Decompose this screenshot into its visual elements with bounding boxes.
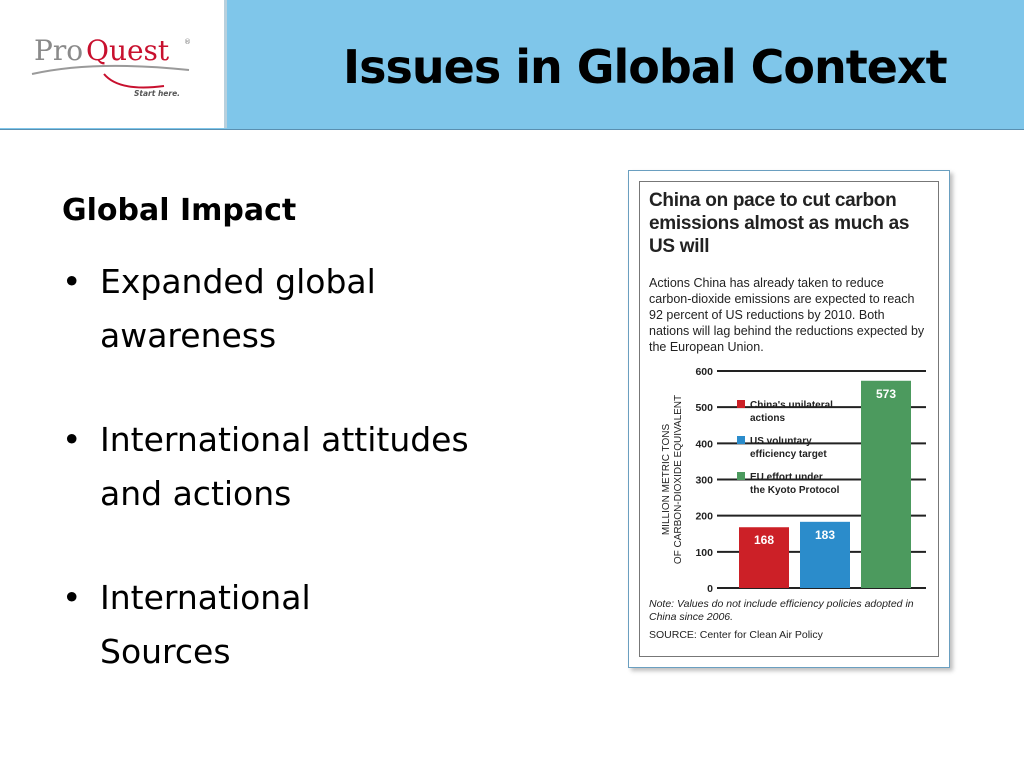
bullet-text: Expanded global awareness <box>100 262 376 355</box>
proquest-logo-mark: Pro Quest ® Start here. <box>31 34 191 98</box>
y-tick-label: 300 <box>695 475 713 487</box>
bullet-item: • International attitudes and actions <box>62 413 522 521</box>
chart-card-border <box>639 181 939 657</box>
legend-label: EU effort under <box>750 472 823 483</box>
chart-card: China on pace to cut carbon emissions al… <box>628 170 950 668</box>
chart-subtitle: Actions China has already taken to reduc… <box>649 276 925 354</box>
bullet-list: • Expanded global awareness • Internationa… <box>62 255 522 729</box>
legend-label: the Kyoto Protocol <box>750 485 840 496</box>
bar <box>800 521 850 588</box>
bullet-item: • Expanded global awareness <box>62 255 522 363</box>
chart-note: Note: Values do not include efficiency p… <box>649 598 914 623</box>
section-heading: Global Impact <box>62 193 297 228</box>
bar <box>739 527 789 588</box>
y-tick-label: 100 <box>695 547 713 559</box>
y-axis-label-line: OF CARBON-DIOXIDE EQUIVALENT <box>673 395 684 564</box>
legend-label: actions <box>750 413 785 424</box>
bar-value-label: 573 <box>876 387 896 401</box>
svg-text:Quest: Quest <box>86 34 170 67</box>
bar-value-label: 183 <box>815 528 835 542</box>
legend-swatch <box>737 472 745 480</box>
legend-label: efficiency target <box>750 449 827 460</box>
bullet-dot-icon: • <box>62 420 82 459</box>
y-tick-label: 0 <box>707 583 713 595</box>
y-tick-label: 500 <box>695 402 713 414</box>
y-axis-label-line: MILLION METRIC TONS <box>661 424 672 536</box>
slide-header: Pro Quest ® Start here. Issues in Global… <box>0 0 1024 130</box>
slide-title: Issues in Global Context <box>343 40 948 94</box>
legend-label: US voluntary <box>750 436 812 447</box>
chart-title: China on pace to cut carbon emissions al… <box>649 190 910 257</box>
proquest-logo: Pro Quest ® Start here. <box>0 0 227 128</box>
legend-swatch <box>737 436 745 444</box>
bar <box>861 380 911 588</box>
legend-swatch <box>737 400 745 408</box>
bullet-text: International attitudes and actions <box>100 420 469 513</box>
svg-text:Start here.: Start here. <box>134 89 180 98</box>
bar-chart: 0 100 200 300 400 500 600 MILLION METRIC TONS OF… <box>661 366 926 595</box>
bar-value-label: 168 <box>754 533 774 547</box>
chart-source: SOURCE: Center for Clean Air Policy <box>649 629 823 641</box>
bullet-dot-icon: • <box>62 262 82 301</box>
y-tick-label: 600 <box>695 366 713 378</box>
svg-text:Pro: Pro <box>34 34 83 67</box>
bullet-text: International Sources <box>100 578 311 671</box>
bullet-item: • International Sources <box>62 571 522 679</box>
svg-text:®: ® <box>184 38 191 46</box>
legend-label: China's unilateral <box>750 400 833 411</box>
bullet-dot-icon: • <box>62 578 82 617</box>
y-axis-label: MILLION METRIC TONS OF CARBON-DIOXIDE EQU… <box>661 395 684 564</box>
y-tick-label: 400 <box>695 438 713 450</box>
y-tick-label: 200 <box>695 511 713 523</box>
